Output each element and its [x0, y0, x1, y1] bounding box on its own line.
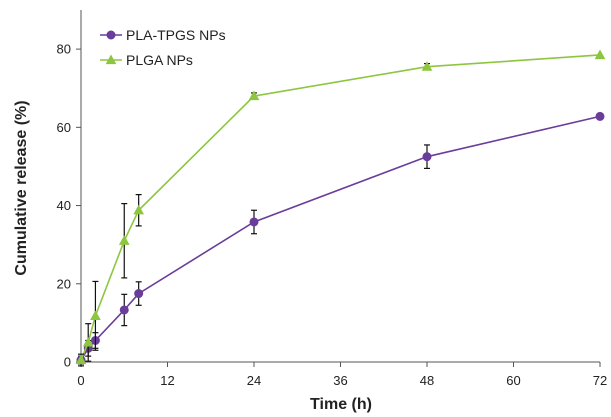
legend-item-pla-tpgs-nps: PLA-TPGS NPs	[100, 27, 226, 43]
series-layer	[75, 49, 606, 367]
y-tick-label: 60	[57, 120, 71, 135]
data-point-pla-tpgs-nps	[422, 152, 432, 162]
x-tick-label: 12	[160, 373, 174, 388]
data-point-plga-nps	[90, 310, 101, 320]
series-pla-tpgs-nps	[76, 111, 605, 365]
data-point-pla-tpgs-nps	[119, 305, 129, 315]
y-tick-label: 40	[57, 198, 71, 213]
legend-marker	[106, 30, 116, 40]
data-point-plga-nps	[421, 61, 433, 71]
data-point-plga-nps	[75, 354, 87, 365]
data-point-pla-tpgs-nps	[595, 111, 605, 121]
x-tick-label: 48	[420, 373, 434, 388]
legend-label: PLA-TPGS NPs	[126, 27, 226, 43]
data-point-plga-nps	[594, 49, 606, 60]
data-point-plga-nps	[133, 204, 145, 215]
y-tick-label: 20	[57, 276, 71, 291]
x-tick-label: 0	[77, 373, 84, 388]
x-tick-label: 36	[333, 373, 347, 388]
x-tick-label: 60	[506, 373, 520, 388]
data-point-pla-tpgs-nps	[134, 289, 144, 299]
x-axis-title: Time (h)	[310, 396, 372, 413]
series-plga-nps	[75, 49, 606, 367]
series-line-pla-tpgs-nps	[80, 115, 601, 361]
y-axis-title: Cumulative release (%)	[13, 100, 30, 275]
legend-item-plga-nps: PLGA NPs	[100, 52, 193, 68]
legend-marker	[105, 54, 117, 65]
legend: PLA-TPGS NPs PLGA NPs	[100, 27, 226, 68]
series-line-plga-nps	[80, 54, 601, 361]
data-point-plga-nps	[118, 235, 130, 245]
axes: 0 20 40 60 80 0 12 24 36 48 60 72	[57, 10, 607, 388]
y-tick-label: 0	[64, 355, 71, 370]
x-tick-label: 24	[247, 373, 261, 388]
data-point-plga-nps	[82, 336, 94, 347]
data-point-pla-tpgs-nps	[249, 217, 259, 227]
x-tick-label: 72	[593, 373, 607, 388]
legend-label: PLGA NPs	[126, 52, 193, 68]
y-tick-label: 80	[57, 42, 71, 57]
data-point-plga-nps	[248, 90, 260, 101]
